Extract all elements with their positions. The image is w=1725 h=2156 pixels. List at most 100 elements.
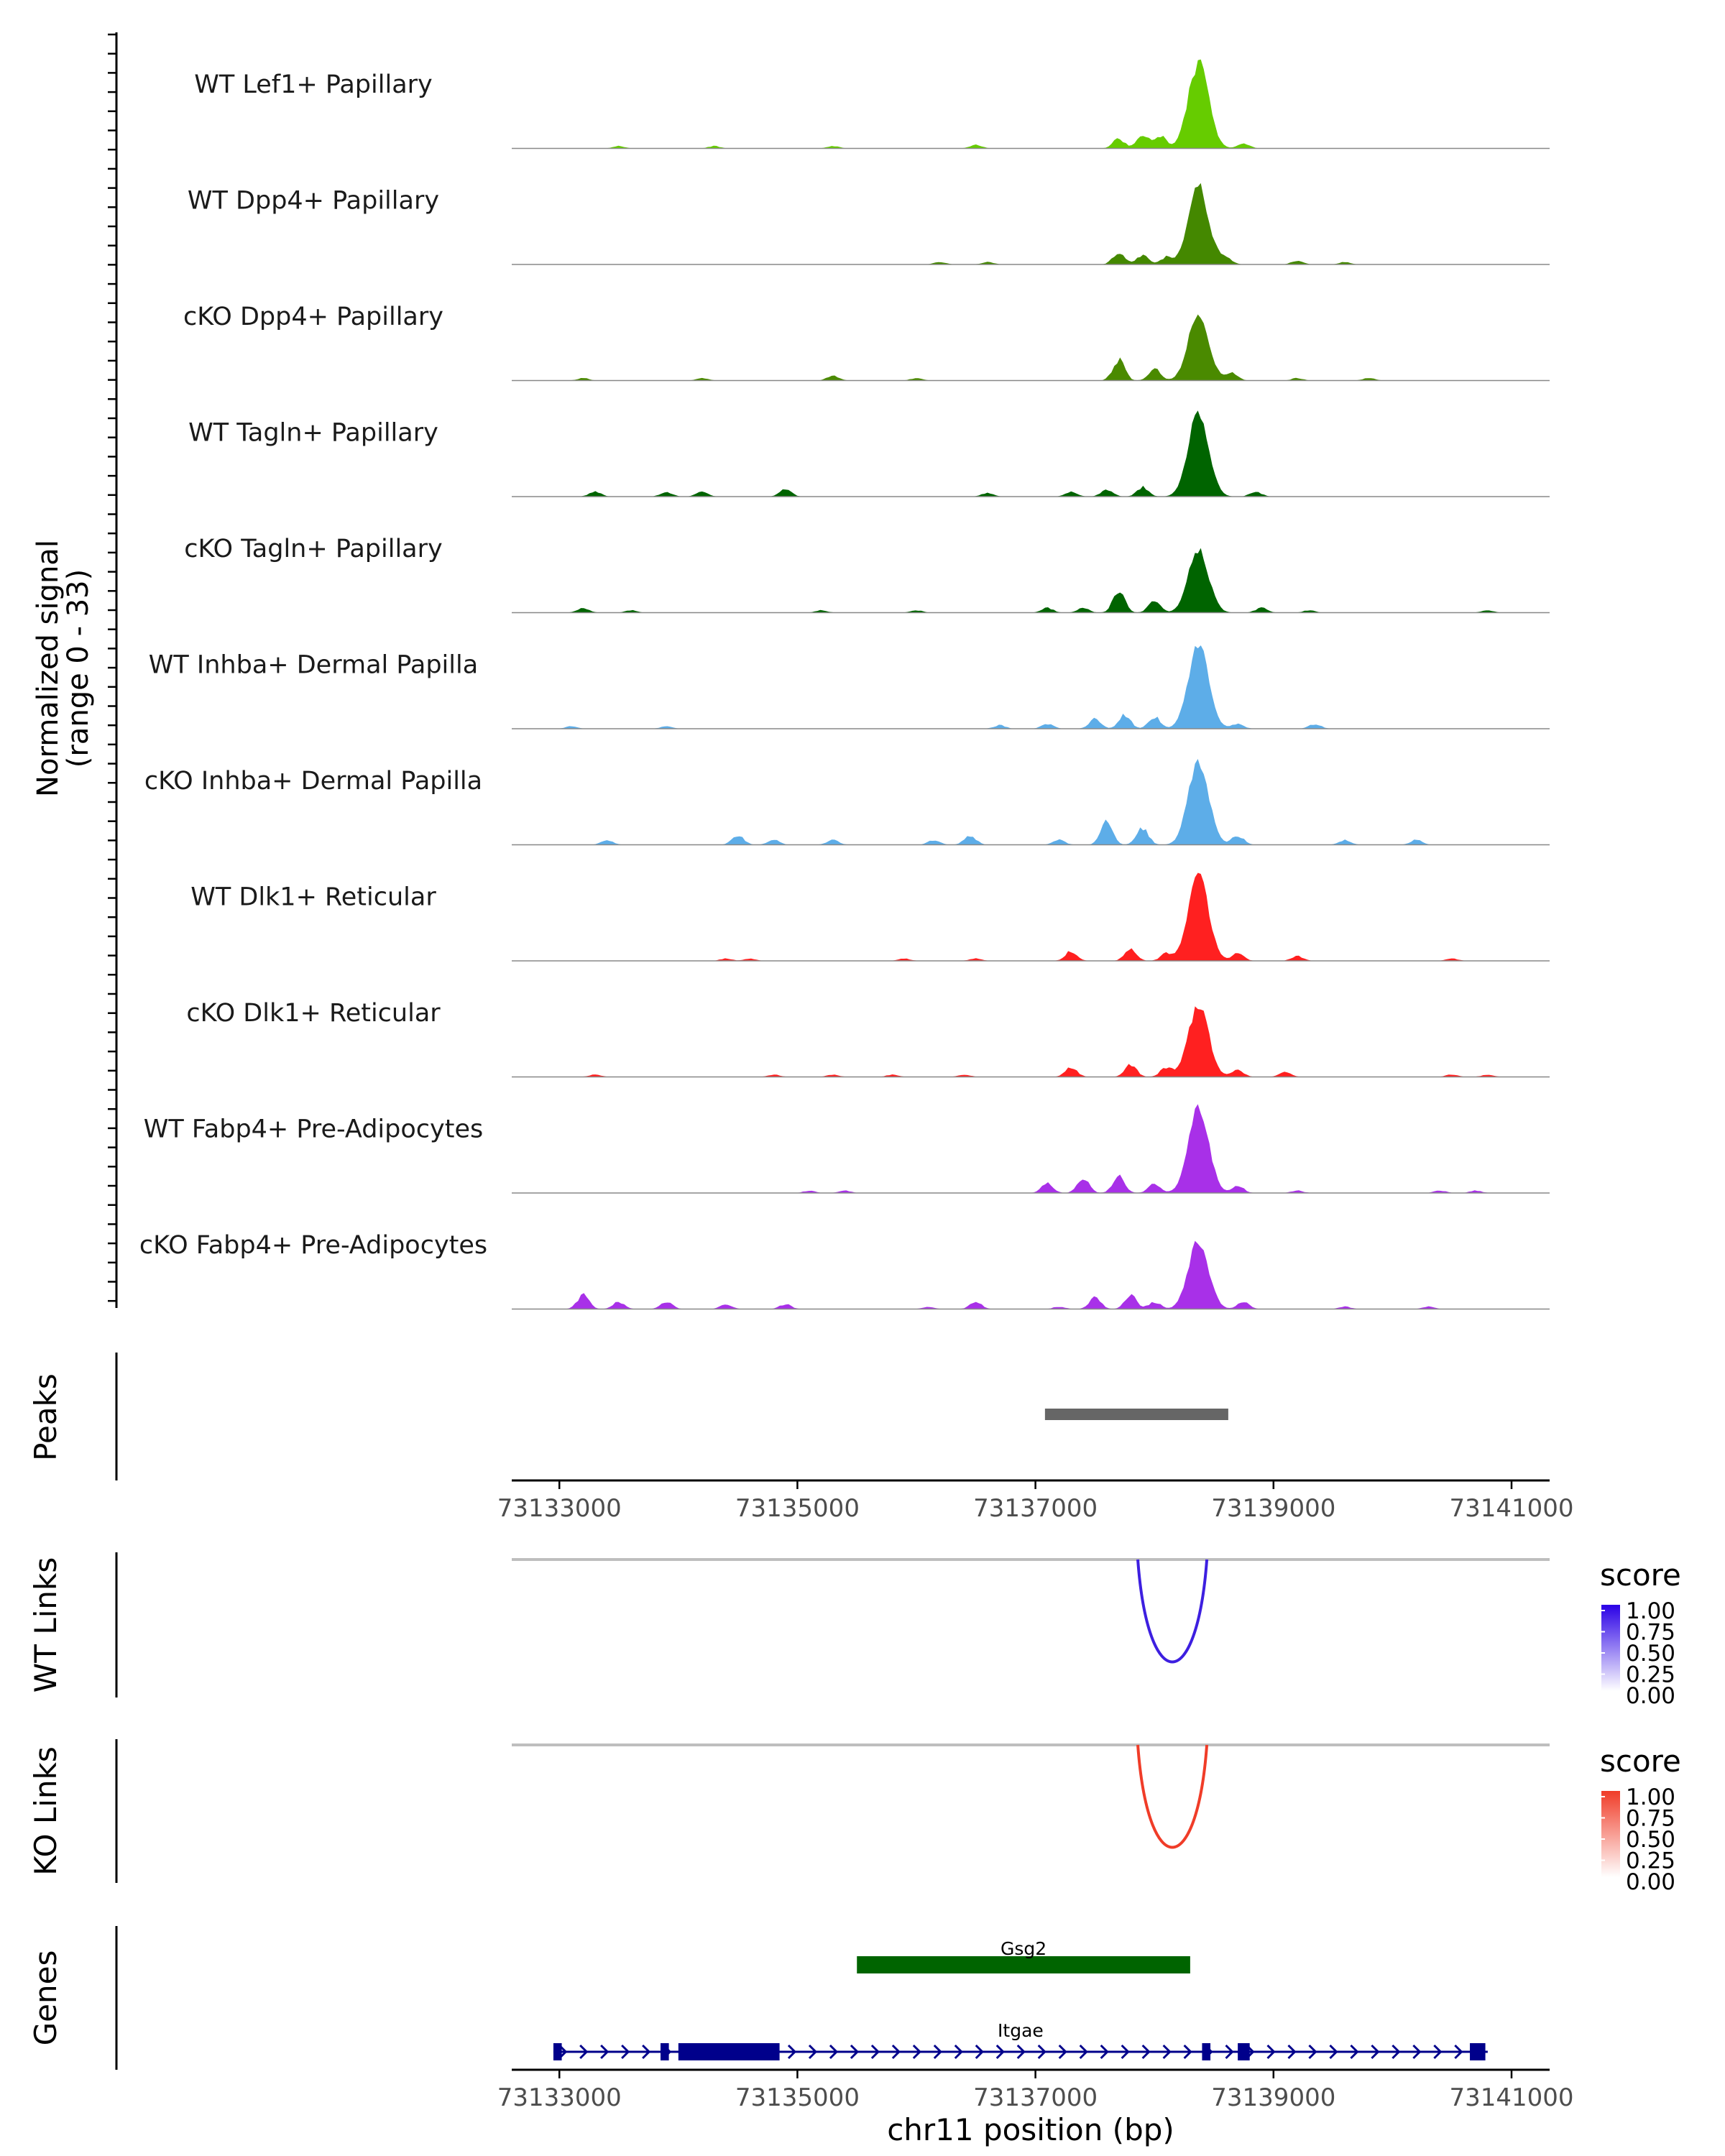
coverage-track: WT Fabp4+ Pre-Adipocytes bbox=[144, 1104, 1550, 1194]
gene-itgae-strand-arrow bbox=[1433, 2044, 1443, 2060]
gene-itgae-strand-arrow bbox=[600, 2044, 610, 2060]
coverage-track: WT Inhba+ Dermal Papilla bbox=[149, 645, 1550, 729]
gene-itgae-strand-arrow bbox=[1162, 2044, 1172, 2060]
gene-itgae-strand-arrow bbox=[829, 2044, 839, 2060]
coverage-area bbox=[512, 314, 1550, 381]
gene-itgae-strand-arrow bbox=[1016, 2044, 1026, 2060]
gene-itgae-exon bbox=[1238, 2043, 1250, 2060]
gene-itgae-strand-arrow bbox=[1266, 2044, 1276, 2060]
coverage-area bbox=[512, 548, 1550, 613]
wt-links-panel: WT Links score 1.000.750.500.250.00 bbox=[28, 1552, 1681, 1709]
genes-label: Genes bbox=[28, 1950, 63, 2046]
ko-legend-ticks: 1.000.750.500.250.00 bbox=[1601, 1784, 1675, 1895]
coverage-track: WT Lef1+ Papillary bbox=[194, 59, 1550, 149]
x-tick-label: 73141000 bbox=[1449, 2083, 1573, 2112]
gene-itgae-strand-arrow bbox=[1287, 2044, 1297, 2060]
track-label: cKO Tagln+ Papillary bbox=[184, 535, 443, 563]
track-label: WT Fabp4+ Pre-Adipocytes bbox=[144, 1115, 483, 1144]
track-label: cKO Inhba+ Dermal Papilla bbox=[144, 767, 482, 796]
legend-tick-label: 0.50 bbox=[1626, 1827, 1675, 1853]
wt-links-label: WT Links bbox=[28, 1557, 63, 1692]
gene-itgae-strand-arrow bbox=[579, 2044, 589, 2060]
coverage-area bbox=[512, 410, 1550, 497]
coverage-track: cKO Dpp4+ Papillary bbox=[183, 303, 1550, 382]
track-label: cKO Dpp4+ Papillary bbox=[183, 303, 443, 331]
gene-itgae-exon bbox=[553, 2043, 562, 2060]
gene-itgae-strand-arrow bbox=[933, 2044, 942, 2060]
track-label: cKO Dlk1+ Reticular bbox=[186, 999, 441, 1028]
ko-links-panel: KO Links score 1.000.750.500.250.00 bbox=[28, 1739, 1681, 1895]
coverage-panel: Normalized signal (range 0 - 33) WT Lef1… bbox=[32, 32, 1550, 1310]
ko-links-label: KO Links bbox=[28, 1746, 63, 1876]
track-label: WT Dlk1+ Reticular bbox=[190, 883, 436, 912]
gene-itgae-strand-arrow bbox=[1350, 2044, 1359, 2060]
peak-range-bar bbox=[1044, 1409, 1228, 1420]
x-tick-label: 73135000 bbox=[735, 1494, 860, 1523]
gene-itgae-strand-arrow bbox=[1183, 2044, 1192, 2060]
y-axis-label-line1: Normalized signal bbox=[32, 540, 65, 797]
gene-itgae-exon bbox=[1202, 2043, 1211, 2060]
x-axis-label: chr11 position (bp) bbox=[887, 2112, 1174, 2147]
gene-gsg2-body bbox=[857, 1956, 1190, 1973]
gene-itgae-strand-arrow bbox=[1079, 2044, 1088, 2060]
gene-itgae-strand-arrow bbox=[1392, 2044, 1401, 2060]
gene-itgae-exon bbox=[678, 2043, 780, 2060]
gene-models: Gsg2 Itgae bbox=[553, 1938, 1488, 2060]
track-label: WT Lef1+ Papillary bbox=[194, 70, 433, 99]
track-label: cKO Fabp4+ Pre-Adipocytes bbox=[139, 1231, 487, 1260]
legend-tick-label: 0.25 bbox=[1626, 1662, 1675, 1688]
gene-itgae-strand-arrow bbox=[1141, 2044, 1151, 2060]
legend-tick-label: 0.75 bbox=[1626, 1806, 1675, 1832]
coverage-area bbox=[512, 872, 1550, 961]
gene-itgae-strand-arrow bbox=[642, 2044, 651, 2060]
legend-tick-label: 1.00 bbox=[1626, 1784, 1675, 1810]
legend-tick-label: 0.75 bbox=[1626, 1620, 1675, 1646]
gene-itgae-strand-arrow bbox=[870, 2044, 880, 2060]
peaks-panel: Peaks 73133000 73135000 73137000 73139000 73… bbox=[28, 1353, 1574, 1523]
gene-itgae-strand-arrow bbox=[954, 2044, 963, 2060]
gene-gsg2-label: Gsg2 bbox=[1000, 1938, 1046, 1959]
wt-link-arc bbox=[1136, 1559, 1209, 1664]
gene-itgae-strand-arrow bbox=[787, 2044, 797, 2060]
ko-legend-colorbar bbox=[1601, 1791, 1620, 1877]
legend-tick-label: 1.00 bbox=[1626, 1598, 1675, 1624]
coverage-track: cKO Tagln+ Papillary bbox=[184, 535, 1550, 614]
gene-itgae-label: Itgae bbox=[998, 2020, 1044, 2041]
gene-itgae-exon bbox=[1470, 2043, 1486, 2060]
gene-itgae-strand-arrow bbox=[912, 2044, 921, 2060]
coverage-track: cKO Dlk1+ Reticular bbox=[186, 999, 1550, 1078]
gene-itgae-strand-arrow bbox=[1037, 2044, 1046, 2060]
coverage-area bbox=[512, 759, 1550, 845]
gene-itgae-strand-arrow bbox=[891, 2044, 901, 2060]
ko-link-arc bbox=[1136, 1744, 1209, 1849]
gene-itgae-strand-arrow bbox=[1121, 2044, 1130, 2060]
x-tick-label: 73137000 bbox=[973, 1494, 1098, 1523]
track-label: WT Inhba+ Dermal Papilla bbox=[149, 651, 478, 680]
coverage-track: cKO Inhba+ Dermal Papilla bbox=[144, 759, 1550, 846]
gene-itgae-strand-arrow bbox=[1329, 2044, 1338, 2060]
gene-itgae-exon bbox=[660, 2043, 669, 2060]
gene-itgae-strand-arrow bbox=[1100, 2044, 1109, 2060]
x-tick-label: 73133000 bbox=[497, 1494, 622, 1523]
coverage-area bbox=[512, 1240, 1550, 1309]
gene-itgae-strand-arrow bbox=[1371, 2044, 1380, 2060]
coverage-tracks: WT Lef1+ Papillary WT Dpp4+ Papillary cKO … bbox=[139, 59, 1550, 1310]
x-tick-label: 73139000 bbox=[1211, 1494, 1335, 1523]
gene-itgae-strand-arrow bbox=[808, 2044, 818, 2060]
y-axis-label-line2: (range 0 - 33) bbox=[62, 569, 95, 768]
track-label: WT Dpp4+ Papillary bbox=[188, 187, 439, 216]
x-tick-label: 73141000 bbox=[1449, 1494, 1573, 1523]
wt-legend-colorbar bbox=[1601, 1605, 1620, 1691]
legend-tick-label: 0.50 bbox=[1626, 1641, 1675, 1667]
gene-itgae-strand-arrow bbox=[850, 2044, 860, 2060]
wt-legend-title: score bbox=[1600, 1557, 1681, 1593]
gene-itgae-strand-arrow bbox=[1308, 2044, 1317, 2060]
x-tick-label: 73135000 bbox=[735, 2083, 860, 2112]
coverage-area bbox=[512, 1006, 1550, 1077]
gene-itgae-strand-arrow bbox=[975, 2044, 984, 2060]
ko-legend-title: score bbox=[1600, 1743, 1681, 1779]
legend-tick-label: 0.00 bbox=[1626, 1683, 1675, 1709]
legend-tick-label: 0.00 bbox=[1626, 1869, 1675, 1895]
coverage-area bbox=[512, 645, 1550, 729]
